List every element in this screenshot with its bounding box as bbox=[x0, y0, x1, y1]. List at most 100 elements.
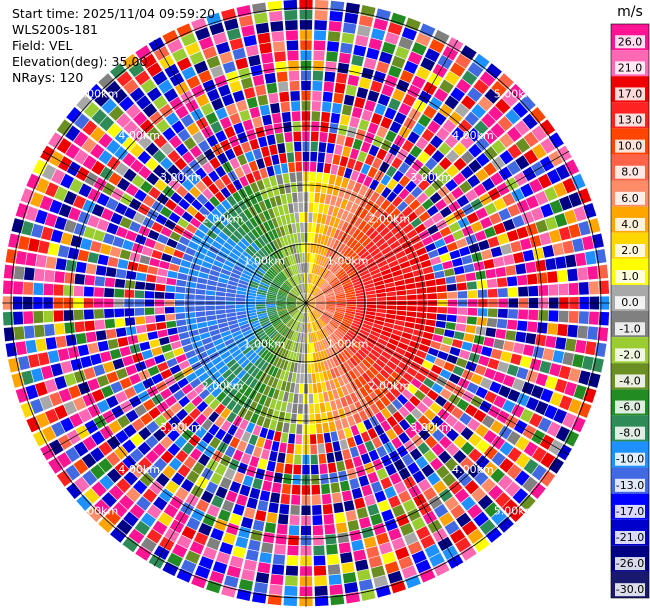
ppi-gate bbox=[433, 561, 450, 577]
range-ring-label: 5.00km bbox=[494, 87, 536, 100]
ppi-gate bbox=[399, 522, 414, 536]
ppi-gate bbox=[271, 31, 285, 42]
ppi-gate bbox=[324, 194, 332, 205]
ppi-gate bbox=[558, 310, 569, 323]
ppi-gate bbox=[562, 352, 575, 366]
ppi-gate bbox=[353, 378, 363, 389]
ppi-gate bbox=[178, 360, 191, 370]
ppi-gate bbox=[189, 541, 205, 555]
ppi-gate bbox=[555, 337, 567, 350]
ppi-gate bbox=[60, 232, 73, 246]
ppi-gate bbox=[347, 519, 360, 532]
ppi-gate bbox=[475, 424, 489, 438]
ppi-gate bbox=[486, 278, 498, 288]
ppi-gate bbox=[45, 182, 59, 198]
ppi-gate bbox=[392, 423, 404, 436]
ppi-gate bbox=[355, 364, 365, 375]
ppi-gate bbox=[361, 484, 373, 497]
ppi-gate bbox=[273, 333, 282, 343]
ppi-gate bbox=[370, 28, 386, 41]
ppi-gate bbox=[47, 242, 60, 256]
ppi-gate bbox=[507, 203, 521, 217]
ppi-gate bbox=[383, 277, 394, 284]
ppi-gate bbox=[444, 134, 459, 149]
ppi-gate bbox=[414, 372, 427, 383]
ppi-gate bbox=[254, 191, 263, 203]
ppi-gate bbox=[140, 53, 157, 69]
ppi-gate bbox=[545, 335, 557, 348]
ppi-gate bbox=[180, 32, 197, 47]
ppi-gate bbox=[262, 417, 271, 429]
ppi-gate bbox=[358, 410, 369, 422]
ppi-gate bbox=[294, 264, 299, 274]
ppi-gate bbox=[486, 318, 498, 328]
instrument-label: WLS200s-181 bbox=[12, 22, 98, 37]
ppi-gate bbox=[318, 203, 324, 214]
ppi-gate bbox=[461, 70, 478, 86]
ppi-gate bbox=[319, 372, 325, 383]
ppi-gate bbox=[280, 286, 290, 293]
ppi-gate bbox=[142, 398, 156, 411]
ppi-gate bbox=[379, 227, 390, 237]
ppi-gate bbox=[74, 273, 85, 285]
ppi-gate bbox=[409, 145, 423, 158]
ppi-gate bbox=[163, 503, 179, 518]
ppi-gate bbox=[175, 408, 188, 421]
ppi-gate bbox=[307, 252, 310, 263]
ppi-gate bbox=[198, 70, 213, 84]
ppi-gate bbox=[302, 293, 306, 303]
ppi-gate bbox=[318, 392, 324, 403]
ppi-gate bbox=[230, 272, 241, 280]
ppi-gate bbox=[271, 265, 280, 274]
ppi-gate bbox=[255, 252, 264, 261]
ppi-gate bbox=[310, 464, 319, 475]
ppi-gate bbox=[523, 149, 539, 165]
ppi-gate bbox=[314, 233, 319, 244]
ppi-gate bbox=[321, 283, 330, 291]
ppi-gate bbox=[512, 378, 525, 392]
ppi-gate bbox=[489, 212, 502, 225]
ppi-gate bbox=[315, 305, 326, 309]
ppi-gate bbox=[326, 359, 333, 370]
ppi-gate bbox=[375, 411, 386, 424]
ppi-gate bbox=[134, 290, 145, 299]
ppi-gate bbox=[44, 378, 58, 394]
ppi-gate bbox=[587, 265, 599, 280]
ppi-gate bbox=[8, 357, 21, 373]
ppi-gate bbox=[381, 186, 392, 199]
ppi-gate bbox=[185, 306, 195, 312]
ppi-gate bbox=[155, 314, 166, 323]
ppi-gate bbox=[94, 319, 106, 330]
ppi-gate bbox=[192, 462, 205, 475]
ppi-gate bbox=[553, 182, 567, 198]
ppi-gate bbox=[91, 109, 107, 125]
ppi-gate bbox=[573, 384, 587, 400]
ppi-gate bbox=[299, 383, 304, 394]
ppi-gate bbox=[341, 562, 355, 574]
ppi-gate bbox=[398, 490, 412, 504]
ppi-gate bbox=[483, 162, 497, 177]
ppi-gate bbox=[319, 329, 325, 339]
ppi-gate bbox=[276, 524, 288, 535]
ppi-gate bbox=[297, 284, 303, 294]
ppi-gate bbox=[508, 287, 518, 297]
ppi-gate bbox=[423, 487, 437, 501]
ppi-gate bbox=[296, 303, 306, 306]
ppi-gate bbox=[446, 443, 460, 457]
ppi-gate bbox=[481, 478, 496, 493]
ppi-gate bbox=[280, 401, 288, 412]
ppi-gate bbox=[359, 386, 369, 398]
ppi-gate bbox=[427, 306, 438, 313]
ppi-gate bbox=[241, 569, 256, 582]
ppi-gate bbox=[266, 243, 275, 253]
ppi-gate bbox=[108, 420, 122, 434]
ppi-gate bbox=[387, 220, 398, 231]
ppi-gate bbox=[123, 511, 139, 527]
ppi-gate bbox=[364, 395, 375, 406]
ppi-gate bbox=[385, 391, 396, 403]
ppi-gate bbox=[326, 51, 338, 62]
ppi-gate bbox=[488, 485, 504, 501]
ppi-gate bbox=[37, 240, 50, 254]
ppi-gate bbox=[215, 342, 226, 351]
colorbar-tick-label: -8.0 bbox=[619, 427, 640, 440]
